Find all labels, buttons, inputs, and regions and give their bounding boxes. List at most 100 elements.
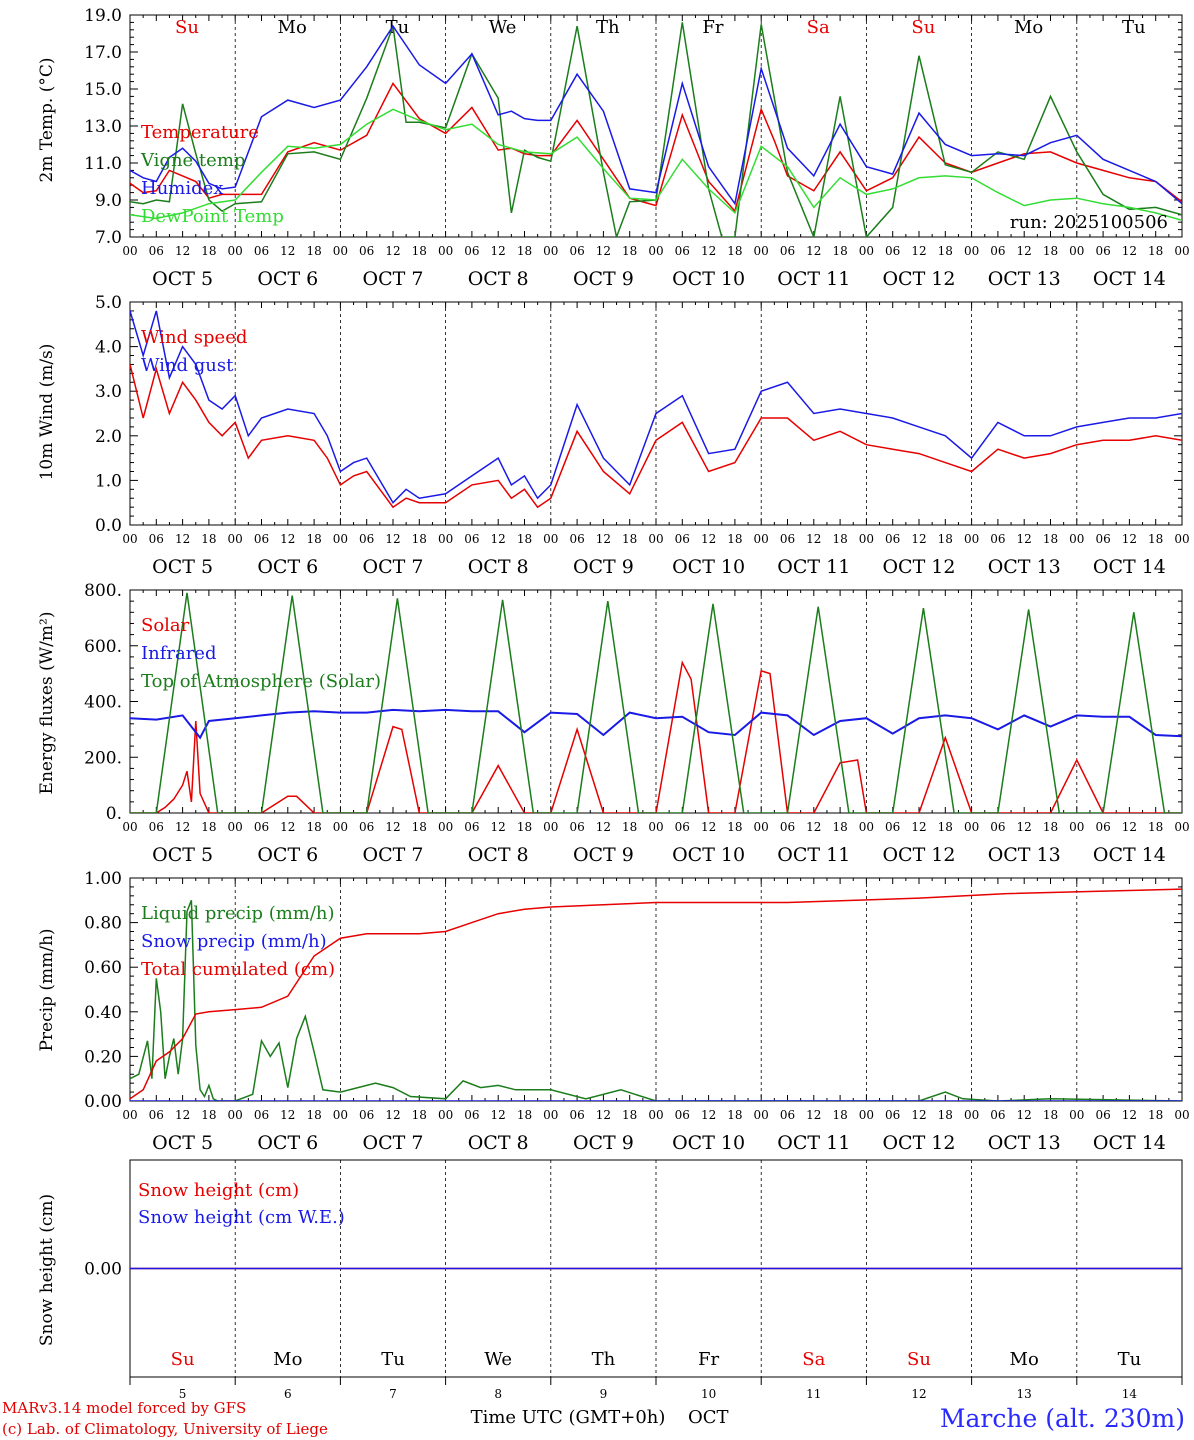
hour-tick-label: 12 bbox=[701, 244, 716, 258]
legend-entry: Total cumulated (cm) bbox=[141, 959, 335, 980]
hour-tick-label: 00 bbox=[648, 532, 663, 546]
hour-tick-label: 12 bbox=[701, 532, 716, 546]
hour-tick-label: 06 bbox=[885, 1108, 900, 1122]
hour-tick-label: 12 bbox=[911, 820, 926, 834]
hour-tick-label: 06 bbox=[885, 532, 900, 546]
hour-tick-label: 00 bbox=[1069, 244, 1084, 258]
hour-tick-label: 00 bbox=[122, 1108, 137, 1122]
day-number: 5 bbox=[179, 1387, 187, 1401]
day-number: 6 bbox=[284, 1387, 292, 1401]
hour-tick-label: 00 bbox=[438, 532, 453, 546]
date-label: OCT 14 bbox=[1093, 268, 1166, 290]
hour-tick-label: 06 bbox=[569, 532, 584, 546]
legend-entry: DewPoint Temp bbox=[141, 206, 284, 227]
day-number: 9 bbox=[600, 1387, 608, 1401]
date-label: OCT 10 bbox=[672, 268, 745, 290]
y-tick-label: 1.00 bbox=[84, 869, 122, 889]
date-label: OCT 11 bbox=[777, 1132, 850, 1154]
date-label: OCT 7 bbox=[363, 844, 424, 866]
date-label: OCT 5 bbox=[152, 1132, 213, 1154]
hour-tick-label: 00 bbox=[859, 244, 874, 258]
date-label: OCT 13 bbox=[988, 1132, 1061, 1154]
hour-tick-label: 12 bbox=[1017, 532, 1032, 546]
day-number: 11 bbox=[806, 1387, 821, 1401]
y-tick-label: 11.0 bbox=[84, 154, 122, 174]
day-name: Su bbox=[911, 17, 935, 38]
series-line-humidex bbox=[130, 24, 1182, 206]
y-axis-label: Precip (mm/h) bbox=[37, 928, 57, 1051]
date-label: OCT 12 bbox=[882, 556, 955, 578]
hour-tick-label: 18 bbox=[727, 820, 742, 834]
hour-tick-label: 00 bbox=[1174, 1108, 1189, 1122]
hour-tick-label: 18 bbox=[517, 244, 532, 258]
date-label: OCT 8 bbox=[468, 268, 529, 290]
y-axis-label: 10m Wind (m/s) bbox=[37, 344, 57, 481]
hour-tick-label: 00 bbox=[543, 820, 558, 834]
hour-tick-label: 06 bbox=[990, 244, 1005, 258]
hour-tick-label: 12 bbox=[175, 244, 190, 258]
series-line-infrared bbox=[130, 708, 1182, 740]
panel-1: 00 06 12 18 00 06 12 18 00 06 12 18 00 06 12 18 00 06 12 18… bbox=[37, 6, 1190, 290]
hour-tick-label: 12 bbox=[280, 820, 295, 834]
hour-tick-label: 12 bbox=[175, 820, 190, 834]
date-label: OCT 7 bbox=[363, 1132, 424, 1154]
y-tick-label: 600. bbox=[84, 637, 122, 657]
date-label: OCT 9 bbox=[573, 556, 634, 578]
hour-tick-label: 12 bbox=[385, 1108, 400, 1122]
y-tick-label: 5.0 bbox=[95, 293, 122, 313]
day-name: Mo bbox=[1010, 1349, 1039, 1370]
hour-tick-label: 06 bbox=[359, 820, 374, 834]
hour-tick-label: 00 bbox=[1174, 244, 1189, 258]
hour-tick-label: 06 bbox=[1095, 820, 1110, 834]
hour-tick-label: 06 bbox=[464, 532, 479, 546]
hour-tick-label: 06 bbox=[359, 1108, 374, 1122]
hour-tick-label: 06 bbox=[254, 1108, 269, 1122]
hour-tick-label: 00 bbox=[964, 244, 979, 258]
date-label: OCT 9 bbox=[573, 1132, 634, 1154]
y-tick-label: 7.0 bbox=[95, 228, 122, 248]
hour-tick-label: 00 bbox=[648, 820, 663, 834]
hour-tick-label: 18 bbox=[727, 1108, 742, 1122]
date-label: OCT 11 bbox=[777, 268, 850, 290]
hour-tick-label: 06 bbox=[885, 820, 900, 834]
hour-tick-label: 06 bbox=[149, 1108, 164, 1122]
hour-tick-label: 18 bbox=[306, 820, 321, 834]
hour-tick-label: 00 bbox=[333, 244, 348, 258]
hour-tick-label: 00 bbox=[543, 244, 558, 258]
date-label: OCT 12 bbox=[882, 844, 955, 866]
date-label: OCT 12 bbox=[882, 268, 955, 290]
y-tick-label: 1.0 bbox=[95, 471, 122, 491]
hour-tick-label: 06 bbox=[990, 532, 1005, 546]
hour-tick-label: 06 bbox=[780, 244, 795, 258]
date-label: OCT 11 bbox=[777, 556, 850, 578]
y-tick-label: 4.0 bbox=[95, 338, 122, 358]
legend-entry: Wind gust bbox=[141, 355, 234, 376]
hour-tick-label: 12 bbox=[280, 244, 295, 258]
hour-tick-label: 12 bbox=[1017, 1108, 1032, 1122]
hour-tick-label: 18 bbox=[1043, 532, 1058, 546]
date-label: OCT 10 bbox=[672, 1132, 745, 1154]
hour-tick-label: 18 bbox=[1043, 820, 1058, 834]
y-tick-label: 0.40 bbox=[84, 1003, 122, 1023]
day-number: 13 bbox=[1017, 1387, 1032, 1401]
hour-tick-label: 12 bbox=[806, 1108, 821, 1122]
hour-tick-label: 18 bbox=[622, 532, 637, 546]
y-tick-label: 19.0 bbox=[84, 6, 122, 26]
day-name: Su bbox=[175, 17, 199, 38]
legend-entry: Infrared bbox=[141, 643, 216, 664]
series-line-liquid-precip-mm-h- bbox=[130, 900, 1182, 1101]
hour-tick-label: 12 bbox=[385, 532, 400, 546]
hour-tick-label: 18 bbox=[622, 820, 637, 834]
panel-5: Su 5 Mo 6 Tu 7 We 8 Th 9 Fr 10 Sa 11 Su 12 Mo 13 Tu 14 0.00 S… bbox=[37, 1159, 1183, 1401]
hour-tick-label: 18 bbox=[412, 532, 427, 546]
day-name: Mo bbox=[273, 1349, 302, 1370]
hour-tick-label: 12 bbox=[596, 244, 611, 258]
hour-tick-label: 06 bbox=[780, 532, 795, 546]
hour-tick-label: 00 bbox=[122, 244, 137, 258]
hour-tick-label: 06 bbox=[149, 244, 164, 258]
day-number: 8 bbox=[494, 1387, 502, 1401]
hour-tick-label: 12 bbox=[385, 244, 400, 258]
hour-tick-label: 06 bbox=[569, 244, 584, 258]
hour-tick-label: 18 bbox=[1043, 1108, 1058, 1122]
day-name: Tu bbox=[386, 17, 410, 38]
